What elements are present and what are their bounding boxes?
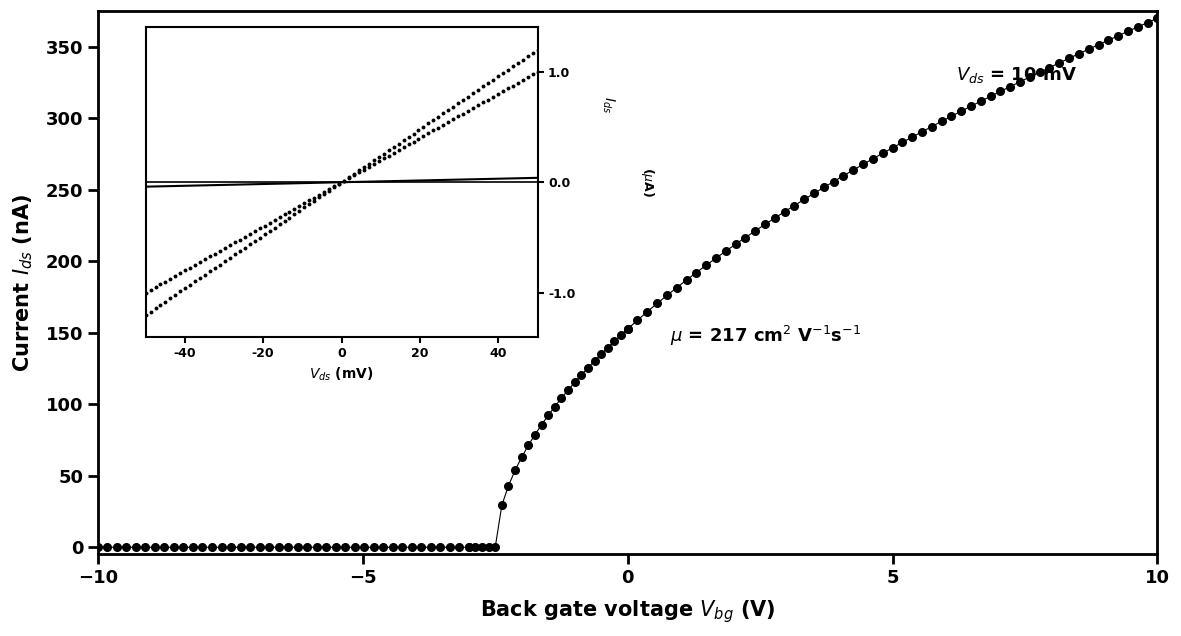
Text: $\mu$ = 217 cm$^2$ V$^{-1}$s$^{-1}$: $\mu$ = 217 cm$^2$ V$^{-1}$s$^{-1}$ [670, 324, 861, 348]
Y-axis label: Current $I_{ds}$ (nA): Current $I_{ds}$ (nA) [11, 193, 34, 372]
X-axis label: Back gate voltage $V_{bg}$ (V): Back gate voltage $V_{bg}$ (V) [479, 598, 776, 625]
Text: $V_{ds}$ = 10 mV: $V_{ds}$ = 10 mV [957, 66, 1077, 85]
